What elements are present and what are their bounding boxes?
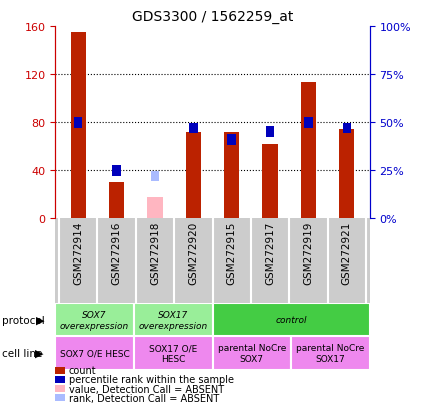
Text: percentile rank within the sample: percentile rank within the sample (69, 375, 234, 385)
Text: SOX7
overexpression: SOX7 overexpression (60, 311, 129, 330)
Bar (74, 117, 82, 128)
Bar (189, 123, 198, 134)
Text: SOX17 O/E
HESC: SOX17 O/E HESC (149, 344, 197, 363)
Bar (266, 127, 274, 138)
Bar (71, 33, 86, 219)
Bar (212, 337, 291, 370)
Bar (224, 133, 239, 219)
Text: value, Detection Call = ABSENT: value, Detection Call = ABSENT (69, 384, 224, 394)
Bar (134, 337, 212, 370)
Text: parental NoCre
SOX17: parental NoCre SOX17 (296, 344, 365, 363)
Text: SOX7 O/E HESC: SOX7 O/E HESC (60, 349, 130, 358)
Text: GSM272917: GSM272917 (265, 221, 275, 285)
Bar (262, 145, 278, 219)
Text: cell line: cell line (2, 348, 42, 358)
Text: count: count (69, 366, 96, 375)
Text: GSM272914: GSM272914 (73, 221, 83, 285)
Bar (301, 83, 316, 219)
Text: GSM272919: GSM272919 (303, 221, 313, 285)
Bar (151, 171, 159, 182)
Bar (186, 133, 201, 219)
Bar (55, 304, 134, 337)
Bar (55, 337, 134, 370)
Bar (134, 304, 212, 337)
Text: ▶: ▶ (36, 315, 45, 325)
Text: GSM272915: GSM272915 (227, 221, 237, 285)
Text: protocol: protocol (2, 315, 45, 325)
Bar (339, 130, 354, 219)
Bar (109, 183, 124, 219)
Text: GSM272921: GSM272921 (342, 221, 352, 285)
Text: ▶: ▶ (35, 348, 43, 358)
Bar (112, 166, 121, 176)
Text: parental NoCre
SOX7: parental NoCre SOX7 (218, 344, 286, 363)
Bar (147, 197, 163, 219)
Text: rank, Detection Call = ABSENT: rank, Detection Call = ABSENT (69, 393, 219, 403)
Bar (291, 337, 370, 370)
Bar (304, 117, 313, 128)
Text: SOX17
overexpression: SOX17 overexpression (139, 311, 208, 330)
Text: GSM272916: GSM272916 (112, 221, 122, 285)
Text: GSM272918: GSM272918 (150, 221, 160, 285)
Text: GSM272920: GSM272920 (188, 221, 198, 285)
Bar (212, 304, 370, 337)
Bar (227, 135, 236, 145)
Bar (343, 123, 351, 134)
Text: control: control (275, 316, 307, 325)
Title: GDS3300 / 1562259_at: GDS3300 / 1562259_at (132, 10, 293, 24)
